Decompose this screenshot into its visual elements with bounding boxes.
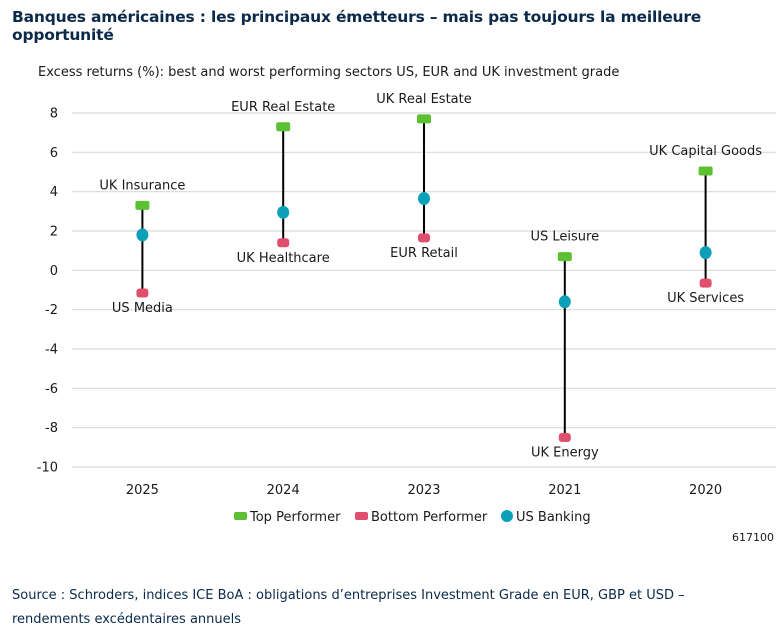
banking-marker <box>558 295 571 309</box>
x-tick-label: 2020 <box>689 483 722 498</box>
legend-label: US Banking <box>516 510 591 525</box>
bottom-marker <box>277 238 290 248</box>
top-marker <box>557 252 572 262</box>
x-tick-label: 2025 <box>126 483 159 498</box>
legend-label: Top Performer <box>249 510 341 525</box>
chart-code: 617100 <box>732 531 774 544</box>
top-marker <box>417 114 431 124</box>
y-tick-label: -4 <box>45 343 58 358</box>
top-label: UK Real Estate <box>376 92 471 107</box>
y-tick-label: -2 <box>45 303 58 318</box>
legend-marker <box>501 510 513 522</box>
y-tick-label: -8 <box>45 421 58 436</box>
banking-marker <box>136 228 149 242</box>
y-tick-label: 8 <box>50 107 58 122</box>
y-tick-label: -10 <box>37 461 58 476</box>
bottom-marker <box>699 278 712 288</box>
top-label: US Leisure <box>531 230 600 245</box>
bottom-marker <box>418 233 430 243</box>
bottom-marker <box>136 288 149 298</box>
top-marker <box>698 166 713 176</box>
bottom-label: UK Services <box>667 291 744 306</box>
y-tick-label: -6 <box>45 382 58 397</box>
x-tick-label: 2024 <box>267 483 300 498</box>
top-label: UK Insurance <box>99 178 185 193</box>
top-label: UK Capital Goods <box>649 144 762 159</box>
legend-marker <box>234 512 247 520</box>
x-tick-label: 2023 <box>407 483 440 498</box>
chart-subtitle: Excess returns (%): best and worst perfo… <box>38 65 620 80</box>
top-label: EUR Real Estate <box>231 100 335 115</box>
bottom-label: US Media <box>112 301 173 316</box>
bottom-label: UK Energy <box>531 446 599 461</box>
bottom-label: EUR Retail <box>390 246 458 261</box>
y-tick-label: 6 <box>50 146 58 161</box>
x-tick-label: 2021 <box>548 483 581 498</box>
banking-marker <box>418 192 430 206</box>
legend-marker <box>355 512 368 520</box>
banking-marker <box>699 246 712 260</box>
y-tick-label: 4 <box>50 185 58 200</box>
chart: 8 6 4 2 0 -2 -4 -6 -8 -10 2025 2024 2023 2021 2020 UK I… <box>37 92 776 525</box>
y-tick-label: 0 <box>50 264 58 279</box>
page-title: Banques américaines : les principaux éme… <box>12 8 702 44</box>
legend-label: Bottom Performer <box>371 510 488 525</box>
bottom-label: UK Healthcare <box>237 251 330 266</box>
top-marker <box>135 200 150 210</box>
banking-marker <box>277 205 290 219</box>
bottom-marker <box>558 433 571 442</box>
source-note: Source : Schroders, indices ICE BoA : ob… <box>12 588 685 627</box>
top-marker <box>276 122 291 132</box>
y-tick-label: 2 <box>50 225 58 240</box>
